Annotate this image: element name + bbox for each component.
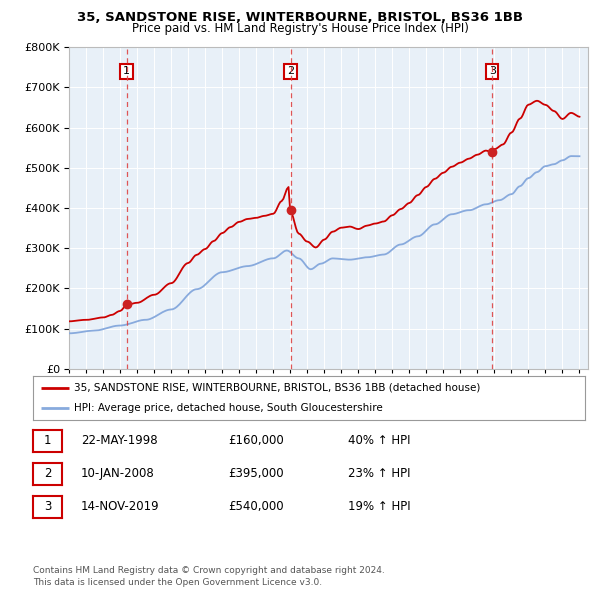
Text: 10-JAN-2008: 10-JAN-2008 [81,467,155,480]
Text: 23% ↑ HPI: 23% ↑ HPI [348,467,410,480]
Text: 1: 1 [44,434,51,447]
Text: £160,000: £160,000 [228,434,284,447]
Text: 14-NOV-2019: 14-NOV-2019 [81,500,160,513]
Text: 1: 1 [123,66,130,76]
Text: Contains HM Land Registry data © Crown copyright and database right 2024.
This d: Contains HM Land Registry data © Crown c… [33,566,385,587]
Text: Price paid vs. HM Land Registry's House Price Index (HPI): Price paid vs. HM Land Registry's House … [131,22,469,35]
Text: 19% ↑ HPI: 19% ↑ HPI [348,500,410,513]
Text: 2: 2 [44,467,51,480]
Text: £395,000: £395,000 [228,467,284,480]
Text: £540,000: £540,000 [228,500,284,513]
Text: 2: 2 [287,66,294,76]
Text: 35, SANDSTONE RISE, WINTERBOURNE, BRISTOL, BS36 1BB: 35, SANDSTONE RISE, WINTERBOURNE, BRISTO… [77,11,523,24]
Text: 22-MAY-1998: 22-MAY-1998 [81,434,158,447]
Text: 35, SANDSTONE RISE, WINTERBOURNE, BRISTOL, BS36 1BB (detached house): 35, SANDSTONE RISE, WINTERBOURNE, BRISTO… [74,383,481,393]
Text: 3: 3 [488,66,496,76]
Text: HPI: Average price, detached house, South Gloucestershire: HPI: Average price, detached house, Sout… [74,403,383,413]
Text: 40% ↑ HPI: 40% ↑ HPI [348,434,410,447]
Text: 3: 3 [44,500,51,513]
